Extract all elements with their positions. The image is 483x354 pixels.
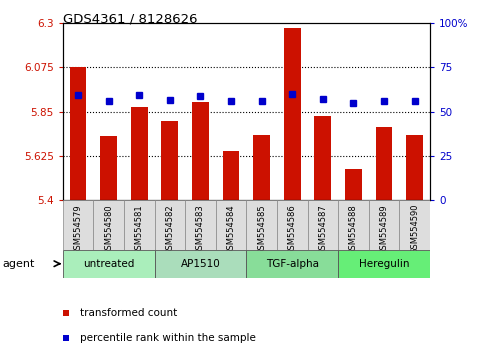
Text: GSM554590: GSM554590 <box>410 204 419 255</box>
Bar <box>70 67 86 200</box>
Text: Heregulin: Heregulin <box>359 259 409 269</box>
Bar <box>253 135 270 200</box>
Bar <box>308 200 338 250</box>
Text: AP1510: AP1510 <box>181 259 220 269</box>
Bar <box>100 136 117 200</box>
Text: GSM554589: GSM554589 <box>380 204 388 255</box>
Text: GSM554588: GSM554588 <box>349 204 358 255</box>
Text: agent: agent <box>2 259 35 269</box>
Bar <box>338 200 369 250</box>
Bar <box>192 102 209 200</box>
Text: GSM554579: GSM554579 <box>73 204 83 255</box>
Bar <box>376 127 392 200</box>
Bar <box>155 250 246 278</box>
Bar <box>246 200 277 250</box>
Text: GSM554582: GSM554582 <box>165 204 174 255</box>
Text: GSM554581: GSM554581 <box>135 204 144 255</box>
Text: GSM554587: GSM554587 <box>318 204 327 255</box>
Bar <box>223 151 240 200</box>
Text: GSM554580: GSM554580 <box>104 204 113 255</box>
Bar <box>161 121 178 200</box>
Text: untreated: untreated <box>83 259 134 269</box>
Bar <box>369 200 399 250</box>
Bar <box>345 169 362 200</box>
Text: transformed count: transformed count <box>80 308 177 318</box>
Bar <box>284 28 300 200</box>
Text: TGF-alpha: TGF-alpha <box>266 259 319 269</box>
Bar <box>185 200 216 250</box>
Bar <box>131 107 148 200</box>
Bar <box>338 250 430 278</box>
Bar <box>277 200 308 250</box>
Bar <box>406 135 423 200</box>
Text: percentile rank within the sample: percentile rank within the sample <box>80 333 256 343</box>
Bar <box>93 200 124 250</box>
Text: GSM554586: GSM554586 <box>288 204 297 255</box>
Text: GSM554585: GSM554585 <box>257 204 266 255</box>
Bar <box>216 200 246 250</box>
Bar <box>399 200 430 250</box>
Text: GSM554583: GSM554583 <box>196 204 205 255</box>
Bar <box>63 200 93 250</box>
Bar <box>124 200 155 250</box>
Text: GDS4361 / 8128626: GDS4361 / 8128626 <box>63 12 197 25</box>
Bar <box>314 116 331 200</box>
Bar <box>246 250 338 278</box>
Text: GSM554584: GSM554584 <box>227 204 236 255</box>
Bar <box>63 250 155 278</box>
Bar <box>155 200 185 250</box>
